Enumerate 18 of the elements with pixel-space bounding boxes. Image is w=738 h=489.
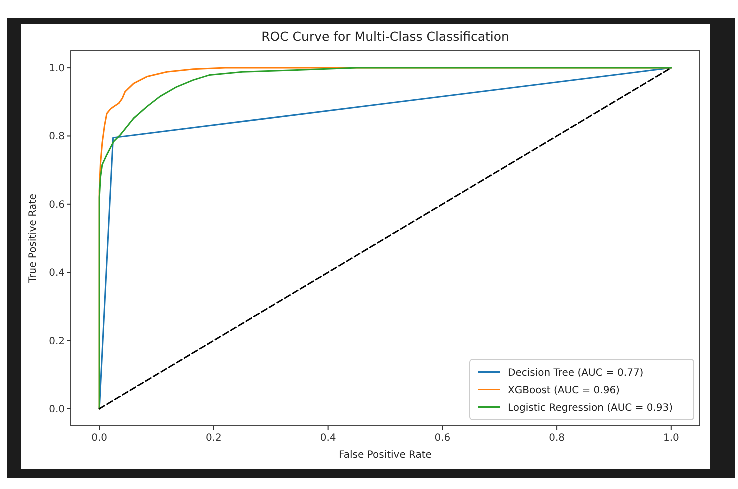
legend-label: Logistic Regression (AUC = 0.93) (508, 402, 674, 414)
y-tick-label: 1.0 (49, 64, 65, 75)
y-tick-label: 0.6 (49, 200, 65, 211)
x-tick-label: 0.4 (320, 433, 336, 444)
y-tick-label: 0.4 (49, 268, 65, 280)
chart-title: ROC Curve for Multi-Class Classification (262, 29, 510, 44)
legend-label: XGBoost (AUC = 0.96) (508, 385, 620, 396)
x-tick-label: 0.0 (92, 433, 108, 444)
y-axis-title: True Positive Rate (28, 194, 39, 284)
x-tick-label: 0.2 (206, 433, 222, 444)
x-tick-label: 1.0 (663, 433, 680, 444)
y-tick-label: 0.0 (49, 404, 65, 416)
y-tick-label: 0.2 (49, 336, 65, 348)
y-tick-label: 0.8 (49, 132, 65, 143)
x-tick-label: 0.8 (549, 433, 565, 444)
legend-label: Decision Tree (AUC = 0.77) (508, 368, 644, 379)
x-tick-label: 0.6 (434, 433, 451, 444)
x-axis-title: False Positive Rate (339, 450, 432, 461)
